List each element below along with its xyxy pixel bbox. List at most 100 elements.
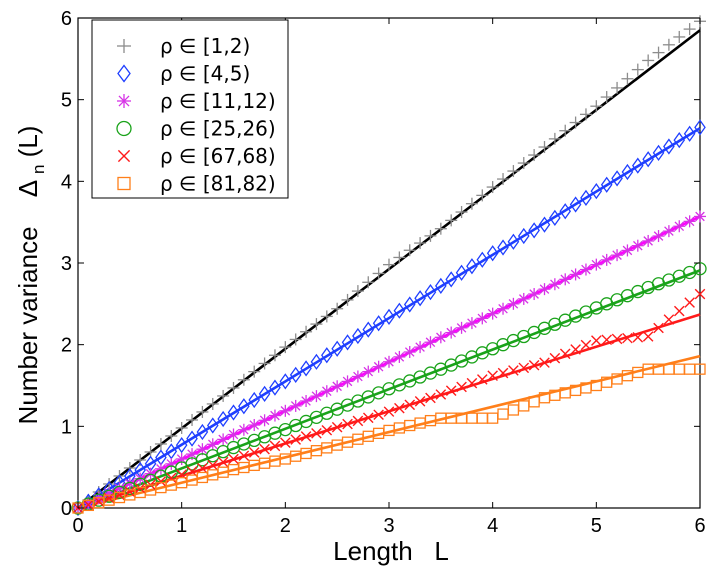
fit-line <box>77 269 701 510</box>
data-point-star <box>559 273 572 286</box>
data-point-cross <box>383 406 395 417</box>
data-point-diamond <box>476 251 489 268</box>
data-point-square <box>507 404 520 416</box>
data-point-cross <box>117 149 131 163</box>
data-point-star <box>579 263 592 276</box>
data-point-cross <box>508 365 519 376</box>
y-tick-label: 3 <box>61 253 72 275</box>
data-point-plus <box>445 214 458 227</box>
data-point-square <box>117 176 131 191</box>
x-tick-label: 3 <box>383 515 394 537</box>
data-point-plus <box>372 267 385 280</box>
data-point-plus <box>476 189 489 202</box>
data-point-plus <box>434 222 447 235</box>
data-point-star <box>694 210 706 223</box>
data-point-diamond <box>559 203 572 220</box>
data-point-plus <box>621 72 634 85</box>
data-point-star <box>351 370 364 383</box>
data-point-star <box>476 312 489 325</box>
data-point-diamond <box>600 176 613 193</box>
data-point-star <box>590 258 603 271</box>
data-point-cross <box>124 486 136 497</box>
data-point-plus <box>611 81 624 94</box>
data-point-cross <box>259 443 270 455</box>
data-point-cross <box>394 402 405 414</box>
fit-line <box>77 127 701 510</box>
data-point-diamond <box>117 64 131 83</box>
data-point-plus <box>590 100 603 113</box>
data-point-star <box>279 404 292 417</box>
data-point-diamond <box>663 138 675 155</box>
data-point-diamond <box>403 296 416 313</box>
data-point-diamond <box>362 321 375 338</box>
x-tick-label: 5 <box>591 515 602 537</box>
data-point-diamond <box>289 366 302 384</box>
legend-entry: ρ ∈ [25,26) <box>116 117 276 141</box>
data-point-star <box>237 423 250 436</box>
legend-label: ρ ∈ [4,5) <box>160 62 250 86</box>
data-point-star <box>497 302 510 315</box>
y-axis-title-argument: (L) <box>13 126 43 158</box>
data-point-square <box>673 363 685 375</box>
data-point-star <box>424 336 437 349</box>
data-point-plus <box>123 461 136 474</box>
data-point-cross <box>580 339 592 351</box>
data-point-star <box>117 94 131 108</box>
data-point-plus <box>642 54 655 67</box>
data-point-star <box>414 341 427 354</box>
data-point-diamond <box>196 423 209 441</box>
data-point-cross <box>331 421 343 433</box>
data-point-cross <box>321 424 333 436</box>
data-point-plus <box>383 258 395 271</box>
data-point-star <box>434 331 447 344</box>
data-point-star <box>175 453 188 465</box>
data-point-cross <box>290 434 301 445</box>
data-point-diamond <box>569 196 582 213</box>
data-point-cross <box>477 374 488 385</box>
data-point-diamond <box>321 347 333 364</box>
data-point-plus <box>548 132 561 145</box>
data-point-star <box>642 234 655 247</box>
data-point-cross <box>518 362 530 374</box>
data-point-plus <box>310 318 323 331</box>
data-point-star <box>248 419 261 432</box>
data-point-plus <box>217 389 230 402</box>
data-point-diamond <box>466 258 478 275</box>
data-point-star <box>331 380 344 393</box>
data-point-plus <box>579 108 592 121</box>
data-point-star <box>362 365 375 378</box>
data-point-star <box>621 244 634 257</box>
data-point-plus <box>117 39 131 53</box>
data-point-diamond <box>341 334 354 351</box>
data-point-cross <box>601 334 612 346</box>
y-axis-title: Number variance Δ n (L) <box>13 126 50 425</box>
data-point-cross <box>611 333 623 345</box>
data-point-diamond <box>683 125 696 142</box>
data-point-cross <box>559 348 571 360</box>
data-point-star <box>154 462 167 475</box>
data-point-plus <box>227 381 240 394</box>
x-tick-label: 0 <box>72 515 83 537</box>
y-tick-label: 4 <box>61 171 72 193</box>
data-point-star <box>486 307 499 320</box>
svg-text:Number variance Δ: Number variance Δ n (L) <box>13 126 50 425</box>
data-point-diamond <box>507 233 520 250</box>
data-point-square <box>694 363 706 375</box>
data-point-plus <box>362 276 375 289</box>
data-point-diamond <box>310 353 323 370</box>
data-point-cross <box>487 370 498 381</box>
data-point-plus <box>538 141 551 154</box>
data-point-cross <box>684 297 695 308</box>
data-point-plus <box>196 405 209 418</box>
legend-entry: ρ ∈ [1,2) <box>117 34 250 58</box>
data-point-plus <box>248 365 261 378</box>
data-point-star <box>445 326 458 339</box>
data-point-plus <box>258 357 271 370</box>
data-point-star <box>528 288 541 301</box>
data-point-diamond <box>497 239 509 256</box>
data-point-star <box>455 321 468 334</box>
data-point-plus <box>331 302 344 315</box>
legend-label: ρ ∈ [67,68) <box>160 144 276 168</box>
data-point-star <box>517 292 530 305</box>
data-point-cross <box>166 472 177 484</box>
